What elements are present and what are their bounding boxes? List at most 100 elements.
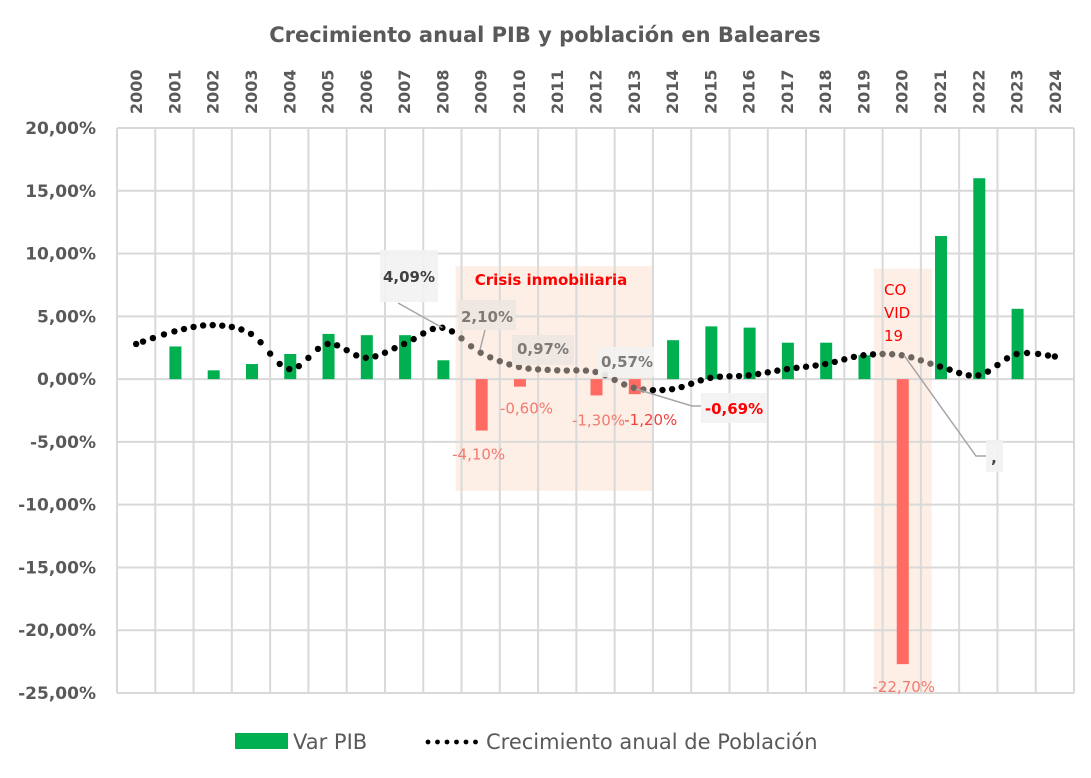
line-point xyxy=(716,373,724,380)
x-tick-label: 2021 xyxy=(931,69,950,114)
chart-title: Crecimiento anual PIB y población en Bal… xyxy=(269,23,821,47)
line-point xyxy=(266,350,274,357)
bar-label-2020: -22,70% xyxy=(872,678,935,696)
callout-box-2009 xyxy=(458,300,516,330)
bar-var-pib-2001 xyxy=(169,346,182,380)
bar-label-2012: -1,30% xyxy=(572,411,625,429)
x-tick-label: 2005 xyxy=(319,69,338,114)
x-tick-label: 2000 xyxy=(127,69,146,114)
line-point xyxy=(869,351,877,358)
annotation-shades xyxy=(455,266,932,693)
data-labels: -4,10% -0,60% -1,30% -1,20% -22,70% 4,09% 2,10… xyxy=(380,250,1003,696)
line-point xyxy=(534,366,542,373)
line-point xyxy=(678,383,685,391)
line-point xyxy=(171,328,178,335)
bar-var-pib-2015 xyxy=(705,326,718,380)
bar-var-pib-2003 xyxy=(245,364,258,380)
x-tick-label: 2003 xyxy=(242,69,261,114)
line-point xyxy=(247,330,255,338)
line-point xyxy=(821,360,829,368)
line-point xyxy=(160,331,168,338)
line-point xyxy=(295,362,303,370)
bar-var-pib-2019 xyxy=(858,355,871,380)
legend-dot xyxy=(425,739,431,745)
bar-var-pib-2012 xyxy=(590,379,603,396)
line-point xyxy=(276,360,283,368)
callout-leader-2009 xyxy=(479,329,486,350)
callout-leader-2013 xyxy=(635,388,701,407)
line-point xyxy=(180,325,188,333)
line-point xyxy=(305,354,312,362)
line-point xyxy=(688,380,695,387)
bar-var-pib-2016 xyxy=(743,327,756,380)
x-tick-label: 2014 xyxy=(663,69,682,114)
line-point xyxy=(1003,355,1011,362)
line-point xyxy=(149,334,157,342)
line-point xyxy=(592,368,599,376)
y-tick-label: -10,00% xyxy=(18,496,96,516)
line-point xyxy=(381,349,389,356)
line-point xyxy=(1023,349,1031,357)
bar-var-pib-2020 xyxy=(896,379,909,665)
line-point xyxy=(754,370,762,378)
line-point xyxy=(955,369,963,377)
callout-label-2013: -0,69% xyxy=(705,400,763,418)
line-point xyxy=(343,346,350,354)
line-point xyxy=(506,361,513,368)
line-point xyxy=(707,374,714,382)
bar-var-pib-2008 xyxy=(437,360,450,380)
line-point xyxy=(286,365,293,373)
y-axis: 20,00% 15,00% 10,00% 5,00% 0,00% -5,00% -10,00… xyxy=(18,119,96,704)
line-point xyxy=(630,384,637,391)
gridlines xyxy=(116,127,1075,694)
line-point xyxy=(831,358,838,366)
callout-box-2013 xyxy=(701,393,767,423)
y-tick-label: -5,00% xyxy=(30,433,96,453)
line-point xyxy=(975,372,982,379)
line-point xyxy=(1051,353,1059,360)
callout-box-2010 xyxy=(512,335,574,365)
x-tick-label: 2013 xyxy=(625,69,644,114)
y-tick-label: -25,00% xyxy=(18,684,96,704)
line-point xyxy=(400,340,408,348)
line-point xyxy=(372,353,379,360)
legend-dot xyxy=(435,739,440,745)
line-point xyxy=(802,363,810,370)
line-point xyxy=(735,372,743,380)
annotation-covid-line: VID xyxy=(884,304,910,322)
y-tick-label: 5,00% xyxy=(37,307,96,327)
legend-swatch-poblacion xyxy=(425,739,478,745)
bar-label-2010: -0,60% xyxy=(500,400,553,418)
x-tick-label: 2001 xyxy=(165,69,184,114)
line-point xyxy=(1044,352,1052,359)
legend-swatch-var-pib xyxy=(235,733,288,749)
legend: Var PIB Crecimiento anual de Población xyxy=(235,730,818,754)
callout-label-2012: 0,57% xyxy=(601,353,653,371)
line-point xyxy=(429,325,437,333)
bar-var-pib-2017 xyxy=(781,342,794,380)
x-tick-label: 2002 xyxy=(204,69,223,114)
line-point xyxy=(621,381,628,388)
line-point xyxy=(659,386,666,394)
line-point xyxy=(544,366,551,374)
line-point xyxy=(190,323,197,331)
line-point xyxy=(726,373,733,380)
line-point xyxy=(353,352,360,359)
legend-dot xyxy=(454,739,459,745)
line-point xyxy=(573,367,580,374)
line-point xyxy=(132,340,140,348)
line-point xyxy=(515,363,523,371)
line-point xyxy=(139,338,147,345)
line-point xyxy=(410,335,417,343)
line-point xyxy=(888,351,896,358)
x-tick-label: 2004 xyxy=(280,69,299,114)
line-point xyxy=(984,368,992,375)
line-point xyxy=(448,328,456,335)
line-point xyxy=(314,345,322,353)
line-point xyxy=(467,343,475,350)
x-tick-label: 2016 xyxy=(740,69,759,114)
legend-dot xyxy=(444,739,450,745)
x-tick-label: 2009 xyxy=(472,69,491,114)
x-tick-label: 2007 xyxy=(395,69,414,114)
